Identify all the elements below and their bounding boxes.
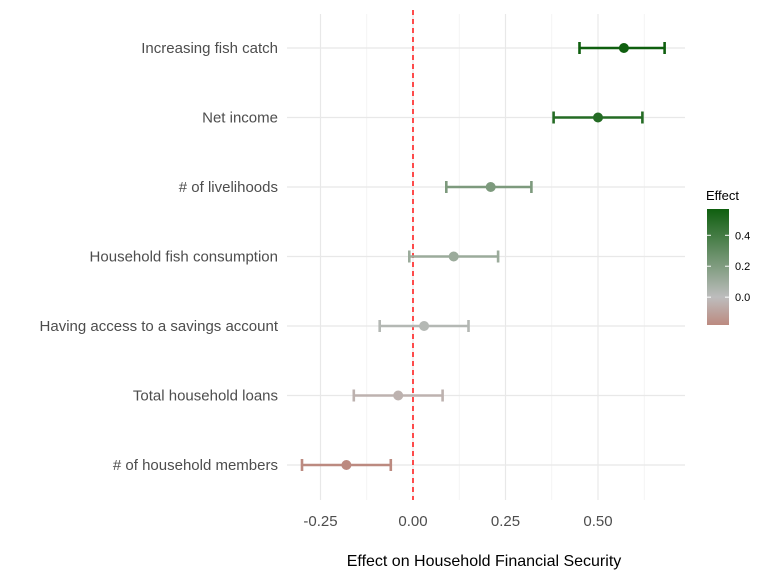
legend-tick-label: 0.0 xyxy=(735,292,750,304)
estimate-point xyxy=(448,251,459,262)
x-tick-label: 0.00 xyxy=(398,513,427,530)
color-legend: Effect 0.0 0.2 0.4 xyxy=(706,188,750,325)
estimate-row xyxy=(578,42,666,54)
category-label: Total household loans xyxy=(133,388,278,405)
estimate-point xyxy=(393,390,404,401)
category-label: # of livelihoods xyxy=(179,179,278,196)
category-label: Having access to a savings account xyxy=(40,318,279,335)
y-axis-labels: Increasing fish catch Net income # of live… xyxy=(40,40,279,474)
estimates xyxy=(300,42,666,471)
legend-tick-label: 0.2 xyxy=(735,261,750,273)
legend-tick-label: 0.4 xyxy=(735,230,750,242)
x-tick-label: -0.25 xyxy=(303,513,337,530)
category-label: Net income xyxy=(202,110,278,127)
legend-colorbar xyxy=(707,209,729,325)
estimate-row xyxy=(407,250,500,263)
x-tick-label: 0.25 xyxy=(491,513,520,530)
x-axis-title: Effect on Household Financial Security xyxy=(347,553,622,570)
estimate-point xyxy=(618,43,629,53)
category-label: Increasing fish catch xyxy=(141,40,278,57)
estimate-point xyxy=(419,321,430,331)
x-axis-ticks: -0.25 0.00 0.25 0.50 xyxy=(303,513,612,530)
estimate-point xyxy=(341,460,352,470)
category-label: Household fish consumption xyxy=(90,249,278,266)
estimate-point xyxy=(485,182,496,192)
x-tick-label: 0.50 xyxy=(583,513,612,530)
legend-title: Effect xyxy=(706,188,739,203)
estimate-row xyxy=(300,459,393,471)
estimate-row xyxy=(552,111,644,124)
estimate-row xyxy=(378,320,470,332)
legend-ticks: 0.0 0.2 0.4 xyxy=(707,230,750,304)
category-label: # of household members xyxy=(113,457,278,474)
estimate-point xyxy=(593,112,603,123)
estimate-row xyxy=(352,389,444,402)
estimate-row xyxy=(444,181,533,193)
